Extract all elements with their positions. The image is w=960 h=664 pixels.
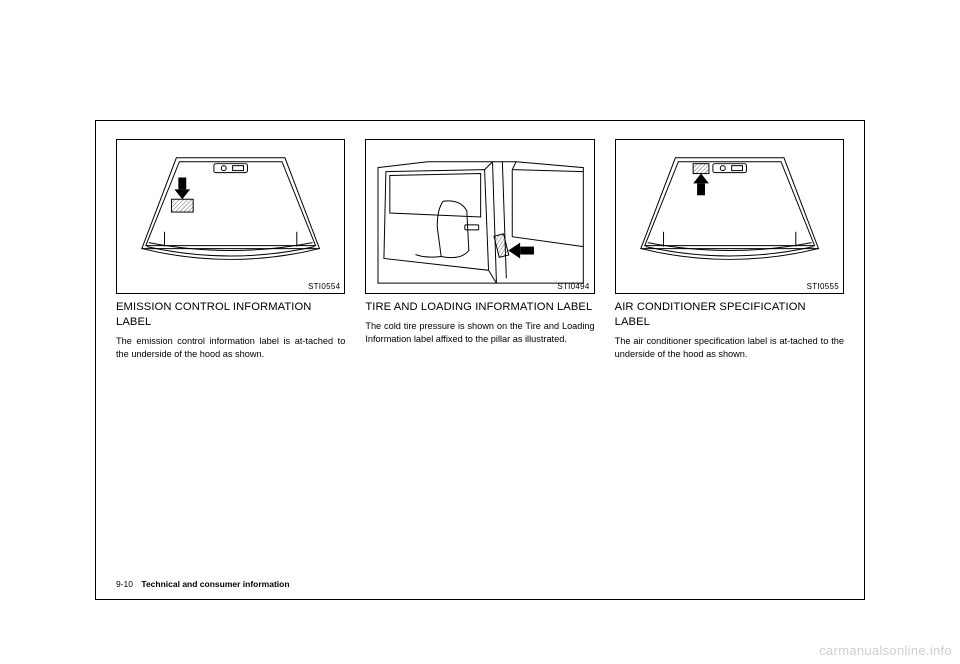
footer-page-number: 9-10 [116, 579, 133, 589]
manual-page: STI0554 EMISSION CONTROL INFORMATION LAB… [95, 120, 865, 600]
section-title-ac: AIR CONDITIONER SPECIFICATION LABEL [615, 300, 844, 330]
column-left: STI0554 EMISSION CONTROL INFORMATION LAB… [116, 139, 345, 360]
section-title-emission: EMISSION CONTROL INFORMATION LABEL [116, 300, 345, 330]
figure-ac-label: STI0555 [615, 139, 844, 294]
section-body-ac: The air conditioner specification label … [615, 335, 844, 360]
section-title-tire: TIRE AND LOADING INFORMATION LABEL [365, 300, 594, 315]
page-footer: 9-10 Technical and consumer information [116, 579, 290, 589]
figure-id: STI0494 [557, 282, 589, 291]
figure-id: STI0555 [807, 282, 839, 291]
figure-emission-label: STI0554 [116, 139, 345, 294]
watermark: carmanualsonline.info [819, 643, 952, 658]
figure-tire-label: STI0494 [365, 139, 594, 294]
section-body-tire: The cold tire pressure is shown on the T… [365, 320, 594, 345]
section-body-emission: The emission control information label i… [116, 335, 345, 360]
column-right: STI0555 AIR CONDITIONER SPECIFICATION LA… [615, 139, 844, 360]
column-center: STI0494 TIRE AND LOADING INFORMATION LAB… [365, 139, 594, 360]
figure-id: STI0554 [308, 282, 340, 291]
footer-chapter: Technical and consumer information [141, 579, 289, 589]
columns: STI0554 EMISSION CONTROL INFORMATION LAB… [116, 139, 844, 360]
